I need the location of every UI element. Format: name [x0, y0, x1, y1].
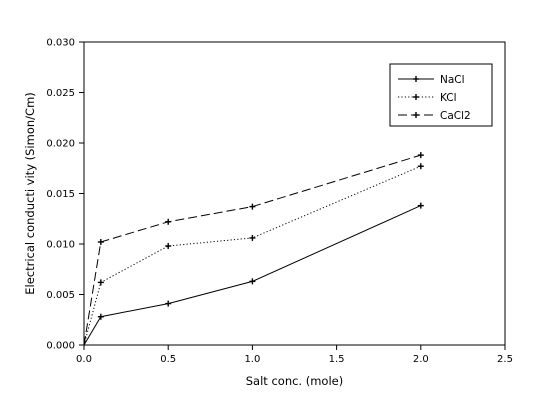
legend-label-cacl2: CaCl2 — [440, 110, 471, 122]
x-tick-label: 2.5 — [497, 354, 513, 365]
data-point-cacl2 — [165, 218, 172, 225]
data-point-nacl — [249, 278, 256, 285]
x-tick-label: 1.0 — [244, 354, 260, 365]
legend-entry-cacl2: CaCl2 — [398, 110, 471, 122]
y-tick-label: 0.015 — [46, 189, 75, 200]
legend-label-kcl: KCl — [440, 92, 457, 104]
y-tick-label: 0.000 — [46, 341, 75, 352]
chart-legend: NaCl KCl CaCl2 — [389, 63, 493, 127]
x-tick-label: 2.0 — [413, 354, 429, 365]
y-tick-label: 0.025 — [46, 88, 75, 99]
legend-entry-nacl: NaCl — [398, 74, 465, 86]
data-point-nacl — [417, 202, 424, 209]
data-point-kcl — [417, 163, 424, 170]
legend-marker-kcl — [413, 94, 419, 100]
data-point-kcl — [165, 243, 172, 250]
y-axis-title: Electrical conducti vity (Simon/Cm) — [23, 92, 37, 295]
legend-entry-kcl: KCl — [398, 92, 457, 104]
x-tick-label: 0.0 — [76, 354, 92, 365]
data-point-cacl2 — [249, 203, 256, 210]
legend-marker-cacl2 — [413, 112, 419, 118]
data-point-cacl2 — [97, 238, 104, 245]
x-axis-title: Salt conc. (mole) — [246, 374, 343, 388]
y-tick-label: 0.005 — [46, 290, 75, 301]
data-point-cacl2 — [417, 152, 424, 159]
chart-axes: 0.0 0.5 1.0 1.5 2.0 2.5 0.000 0.005 0.010 0.015 0.… — [46, 38, 513, 366]
data-point-kcl — [97, 279, 104, 286]
legend-marker-nacl — [413, 76, 419, 82]
y-tick-label: 0.030 — [46, 38, 75, 49]
chart-series — [83, 152, 424, 346]
data-point-nacl — [165, 300, 172, 307]
data-point-nacl — [97, 313, 104, 320]
y-tick-label: 0.010 — [46, 240, 75, 251]
x-tick-label: 0.5 — [160, 354, 176, 365]
legend-box — [389, 63, 493, 127]
x-tick-label: 1.5 — [329, 354, 345, 365]
y-tick-label: 0.020 — [46, 139, 75, 150]
legend-label-nacl: NaCl — [440, 74, 465, 86]
data-point-kcl — [249, 234, 256, 241]
